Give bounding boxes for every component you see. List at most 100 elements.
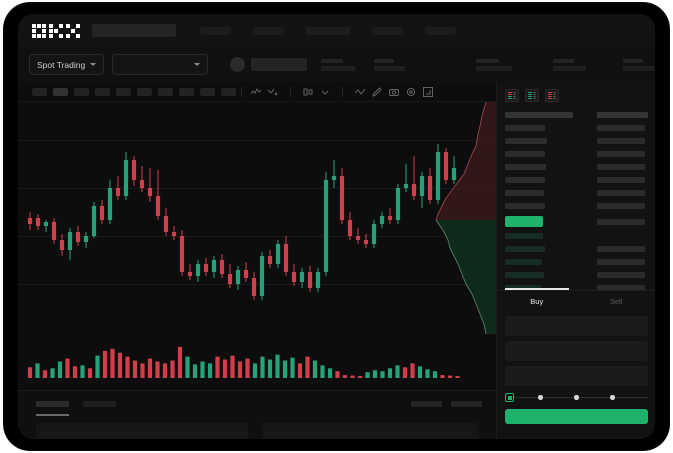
- orderbook-bid-row[interactable]: [505, 272, 544, 278]
- tab-buy[interactable]: Buy: [497, 288, 577, 314]
- volume-bar: [140, 363, 145, 378]
- volume-bar: [267, 359, 273, 378]
- candle-body: [299, 272, 305, 282]
- orderbook-both-icon[interactable]: [505, 89, 519, 102]
- settings-gear-icon[interactable]: [406, 87, 416, 97]
- trading-pair-dropdown[interactable]: [112, 54, 209, 75]
- line-style-icon[interactable]: [355, 87, 365, 97]
- orderbook-bid-row[interactable]: [505, 246, 545, 252]
- candle-body: [235, 270, 241, 284]
- candle-body: [123, 160, 129, 196]
- orderbook-bid-amount[interactable]: [597, 246, 645, 252]
- orderbook-ask-row[interactable]: [505, 190, 544, 196]
- orderbook-ask-row[interactable]: [505, 203, 545, 209]
- orderbook-ask-amount[interactable]: [597, 190, 645, 196]
- candle-body: [51, 222, 57, 240]
- orderbook-current-amount[interactable]: [597, 219, 645, 225]
- timeframe-button-2[interactable]: [53, 87, 68, 96]
- orderbook-current-price[interactable]: [505, 216, 543, 227]
- candle-body: [251, 278, 257, 296]
- orderbook-bid-row[interactable]: [505, 285, 541, 291]
- percent-slider[interactable]: [505, 392, 648, 404]
- nav-link-2[interactable]: [253, 26, 284, 35]
- timeframe-button-6[interactable]: [137, 87, 152, 96]
- orderbook-ask-amount[interactable]: [597, 164, 645, 170]
- nav-link-4[interactable]: [372, 26, 403, 35]
- orderbook-ask-row[interactable]: [505, 125, 545, 131]
- nav-link-1[interactable]: [200, 26, 231, 35]
- market-type-dropdown[interactable]: Spot Trading: [29, 54, 105, 75]
- chart-toolbar: [18, 82, 496, 102]
- slider-stop-25[interactable]: [538, 395, 543, 400]
- orderbook-header-amount[interactable]: [597, 112, 648, 118]
- orderbook-bid-amount[interactable]: [597, 259, 645, 265]
- volume-bar: [395, 365, 400, 378]
- orderbook-bid-row[interactable]: [505, 233, 543, 239]
- orderbook-ask-amount[interactable]: [597, 125, 645, 131]
- orders-tab-1[interactable]: [36, 401, 69, 407]
- gridline-3: [18, 284, 496, 285]
- order-amount-field[interactable]: [505, 341, 648, 361]
- candle-body: [27, 218, 33, 224]
- orders-action-2[interactable]: [451, 401, 482, 407]
- slider-stop-75[interactable]: [610, 395, 615, 400]
- volume-bar: [132, 360, 138, 378]
- search-input[interactable]: [92, 24, 176, 37]
- logo-glyph-k: [49, 23, 63, 38]
- timeframe-button-5[interactable]: [116, 87, 131, 96]
- candle-body: [395, 188, 401, 220]
- stat-item: [623, 58, 655, 71]
- slider-handle[interactable]: [505, 393, 514, 402]
- okx-logo-icon[interactable]: [32, 23, 80, 38]
- compare-icon[interactable]: [268, 87, 278, 97]
- candlestick-chart[interactable]: [18, 102, 496, 334]
- drawing-pencil-icon[interactable]: [372, 86, 382, 97]
- orderbook-ask-amount[interactable]: [597, 203, 645, 209]
- nav-link-3[interactable]: [306, 26, 350, 35]
- timeframe-button-10[interactable]: [221, 87, 236, 96]
- camera-icon[interactable]: [389, 87, 399, 97]
- timeframe-button-8[interactable]: [179, 87, 194, 96]
- orderbook-ask-row[interactable]: [505, 177, 545, 183]
- nav-link-5[interactable]: [425, 26, 456, 35]
- orderbook-ask-row[interactable]: [505, 164, 546, 170]
- submit-order-button[interactable]: [505, 409, 648, 424]
- market-stats: [321, 58, 655, 71]
- volume-bar: [432, 371, 438, 378]
- volume-bar: [297, 363, 303, 378]
- timeframe-button-9[interactable]: [200, 87, 215, 96]
- fullscreen-icon[interactable]: [423, 86, 433, 97]
- order-price-field[interactable]: [505, 316, 648, 336]
- timeframe-button-1[interactable]: [32, 87, 47, 96]
- volume-bar: [192, 364, 198, 378]
- template-icon[interactable]: [303, 87, 313, 97]
- orderbook-ask-row[interactable]: [505, 138, 547, 144]
- orderbook-ask-amount[interactable]: [597, 177, 645, 183]
- tab-sell[interactable]: Sell: [609, 296, 623, 306]
- orderbook-header-price[interactable]: [505, 112, 573, 118]
- orders-action-1[interactable]: [411, 401, 442, 407]
- orderbook-ask-amount[interactable]: [597, 151, 645, 157]
- candle-body: [419, 176, 425, 196]
- volume-bar: [177, 346, 183, 378]
- orderbook-ask-amount[interactable]: [597, 138, 645, 144]
- orderbook-asks-icon[interactable]: [545, 89, 559, 102]
- volume-bar: [230, 355, 235, 378]
- indicator-icon[interactable]: [251, 87, 261, 97]
- depth-ask-line: [435, 102, 487, 221]
- order-total-field[interactable]: [505, 366, 648, 386]
- timeframe-button-3[interactable]: [74, 87, 89, 96]
- slider-stop-50[interactable]: [574, 395, 579, 400]
- orderbook-bid-row[interactable]: [505, 259, 542, 265]
- orderbook-rows[interactable]: [497, 110, 655, 291]
- chevron-down-icon[interactable]: [320, 87, 330, 97]
- orderbook-bids-icon[interactable]: [525, 89, 539, 102]
- timeframe-button-4[interactable]: [95, 87, 110, 96]
- orders-tab-2[interactable]: [83, 401, 116, 407]
- orderbook-ask-row[interactable]: [505, 151, 545, 157]
- timeframe-button-7[interactable]: [158, 87, 173, 96]
- orderbook-bid-amount[interactable]: [597, 272, 645, 278]
- volume-bar: [95, 355, 100, 378]
- candle-body: [43, 222, 49, 226]
- orderbook-bid-amount[interactable]: [597, 285, 645, 291]
